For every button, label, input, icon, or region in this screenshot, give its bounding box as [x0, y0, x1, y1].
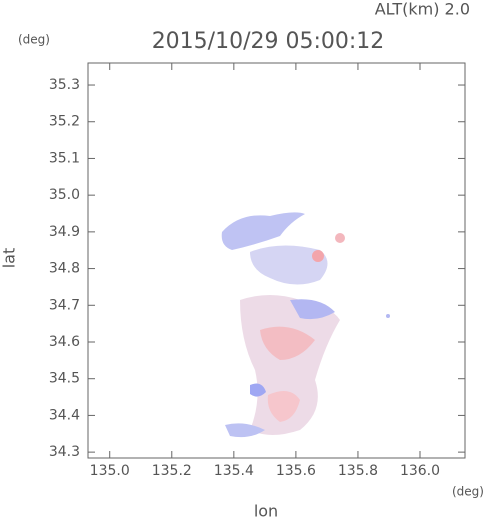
y-tick-label: 34.7: [49, 297, 80, 313]
x-tick-label: 135.2: [152, 463, 192, 479]
chart-title: 2015/10/29 05:00:12: [152, 29, 385, 54]
y-axis-label: lat: [0, 248, 19, 269]
plot-frame: [87, 62, 466, 459]
y-tick-label: 34.8: [49, 261, 80, 277]
x-unit: (deg): [452, 485, 484, 499]
y-tick-label: 34.3: [49, 444, 80, 460]
x-tick-label: 135.8: [338, 463, 378, 479]
x-tick-label: 136.0: [400, 463, 440, 479]
y-tick-label: 35.0: [49, 187, 80, 203]
echo-field: [221, 212, 390, 438]
x-tick-label: 135.6: [276, 463, 316, 479]
x-tick-label: 135.0: [90, 463, 130, 479]
y-tick-label: 35.1: [49, 150, 80, 166]
y-tick-label: 34.9: [49, 224, 80, 240]
y-tick-label: 34.6: [49, 334, 80, 350]
altitude-label: ALT(km) 2.0: [375, 0, 470, 19]
x-axis-label: lon: [254, 502, 278, 521]
y-tick-label: 35.2: [49, 114, 80, 130]
y-tick-label: 34.4: [49, 407, 80, 423]
y-tick-label: 35.3: [49, 77, 80, 93]
y-unit: (deg): [18, 33, 50, 47]
y-tick-label: 34.5: [49, 371, 80, 387]
x-tick-label: 135.4: [214, 463, 254, 479]
